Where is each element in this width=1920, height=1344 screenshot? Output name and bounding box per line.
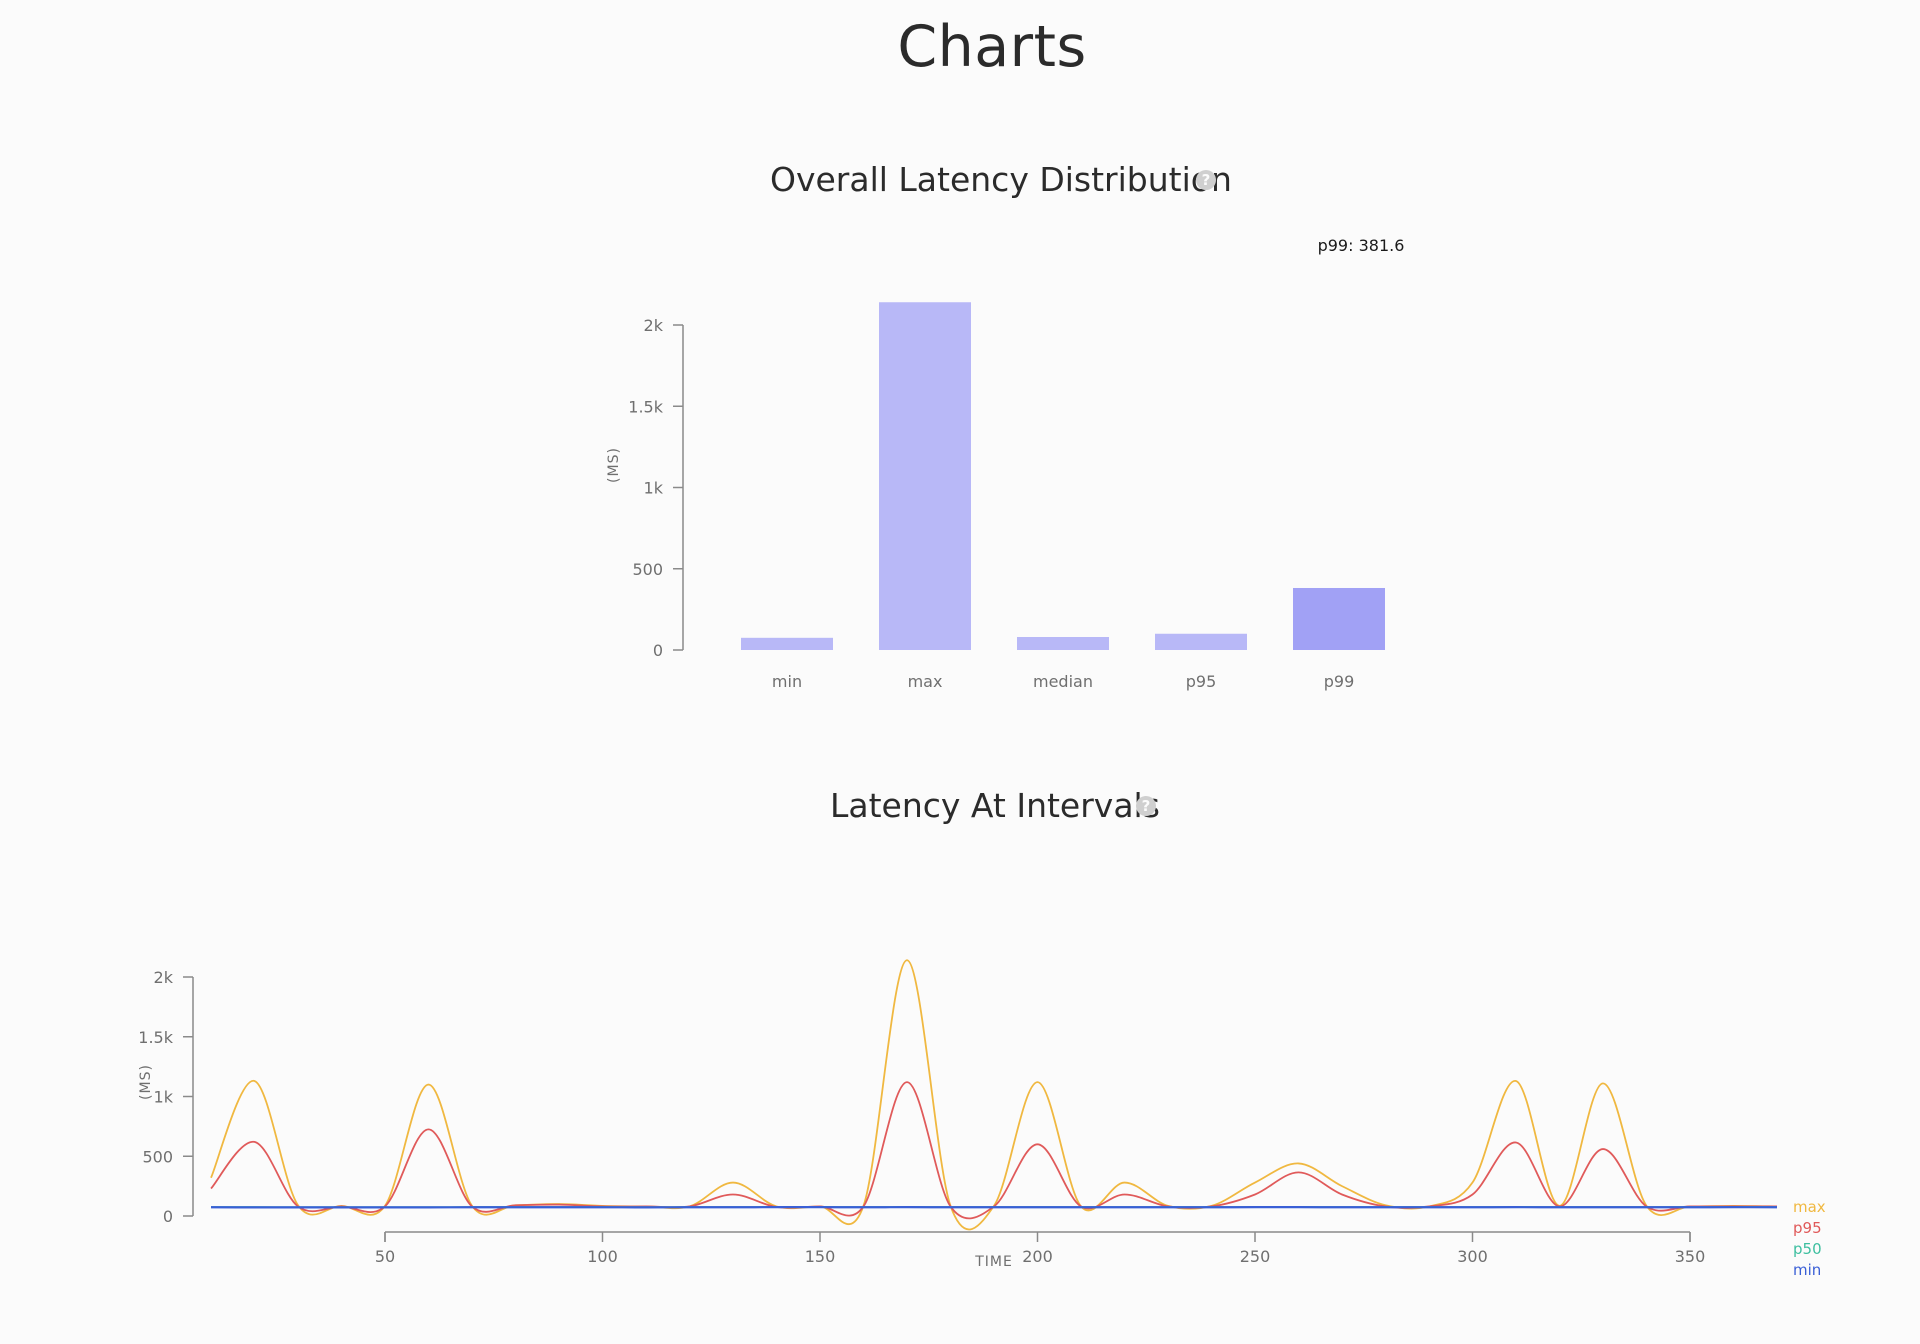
bar-max	[879, 302, 971, 650]
x-tick-label: max	[908, 672, 943, 691]
bar-median	[1017, 637, 1109, 650]
x-tick-label: 50	[375, 1247, 395, 1266]
y-tick-label: 500	[632, 560, 663, 579]
y-tick-label: 1.5k	[628, 397, 663, 416]
x-tick-label: p95	[1186, 672, 1217, 691]
y-tick-label: 0	[163, 1207, 173, 1226]
x-tick-label: median	[1033, 672, 1093, 691]
y-tick-label: 1.5k	[138, 1028, 173, 1047]
tooltip: p99: 381.6	[1318, 236, 1405, 255]
x-tick-label: 150	[805, 1247, 836, 1266]
bar-p95	[1155, 633, 1247, 650]
bar-p99	[1293, 587, 1385, 650]
x-tick-label: 100	[587, 1247, 618, 1266]
x-tick-label: p99	[1324, 672, 1355, 691]
legend-item-p50: p50	[1793, 1240, 1822, 1258]
latency-intervals-line-chart: 0 500 1k 1.5k 2k (MS) 50 100 150 200 250 300 350 TIME…	[138, 959, 1826, 1279]
y-axis-label: (MS)	[606, 447, 622, 483]
help-icon[interactable]: ?	[1136, 796, 1156, 816]
x-tick-label: 300	[1457, 1247, 1488, 1266]
section-title-overall-latency: Overall Latency Distribution	[770, 160, 1232, 199]
y-axis-label: (MS)	[138, 1064, 154, 1100]
overall-latency-bar-chart: 0 500 1k 1.5k 2k (MS) min max median p95 p99 p99: 3…	[606, 236, 1405, 691]
page-title: Charts	[897, 14, 1087, 80]
series-line-p95	[210, 1081, 1777, 1220]
legend-item-p95: p95	[1793, 1219, 1822, 1237]
x-tick-label: 200	[1022, 1247, 1053, 1266]
bar-min	[741, 637, 833, 650]
y-tick-label: 1k	[644, 479, 664, 498]
help-icon[interactable]: ?	[1196, 170, 1216, 190]
y-tick-label: 0	[653, 641, 663, 660]
x-axis-label: TIME	[974, 1254, 1013, 1270]
section-title-latency-intervals: Latency At Intervals	[830, 786, 1160, 825]
legend-item-min: min	[1793, 1261, 1821, 1279]
series-line-max	[210, 959, 1778, 1231]
x-tick-label: 250	[1240, 1247, 1271, 1266]
y-tick-label: 2k	[154, 968, 174, 987]
x-tick-label: 350	[1675, 1247, 1706, 1266]
y-tick-label: 500	[142, 1147, 173, 1166]
y-tick-label: 1k	[154, 1088, 174, 1107]
x-tick-label: min	[772, 672, 802, 691]
legend-item-max: max	[1793, 1198, 1826, 1216]
y-tick-label: 2k	[644, 316, 664, 335]
